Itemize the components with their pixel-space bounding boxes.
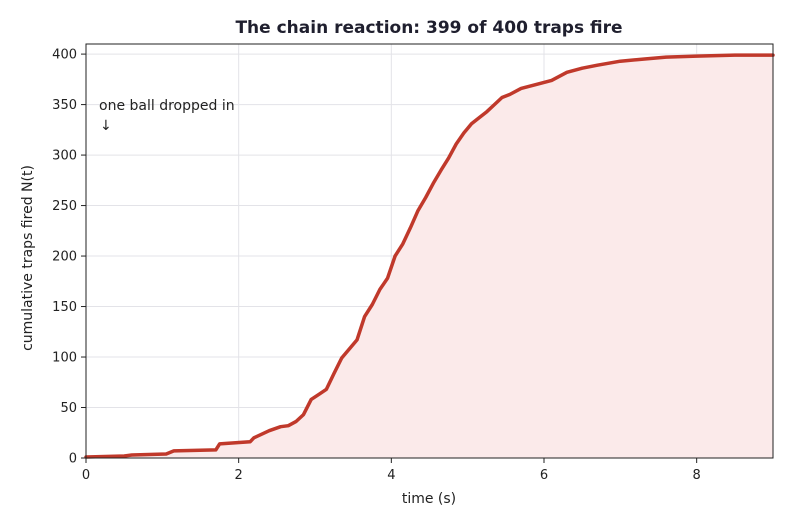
y-tick-label: 100 <box>52 351 77 366</box>
series-line <box>84 53 775 459</box>
x-tick-label: 4 <box>387 468 395 483</box>
y-tick-label: 350 <box>52 98 77 113</box>
annotation-text: one ball dropped in <box>99 98 235 114</box>
annotation-arrow: ↓ <box>100 118 112 134</box>
x-axis-label: time (s) <box>402 491 456 507</box>
x-tick-label: 0 <box>82 468 90 483</box>
y-axis-ticks: 0 50 100 150 200 250 300 350 400 <box>52 48 86 467</box>
x-tick-label: 6 <box>540 468 548 483</box>
plot-frame <box>85 43 774 459</box>
y-tick-label: 250 <box>52 199 77 214</box>
area-fill <box>86 55 773 458</box>
y-tick-label: 200 <box>52 250 77 265</box>
x-tick-label: 2 <box>235 468 243 483</box>
y-tick-label: 0 <box>69 452 77 467</box>
y-tick-label: 150 <box>52 300 77 315</box>
x-axis-ticks: 0 2 4 6 8 <box>82 458 701 483</box>
y-axis-label: cumulative traps fired N(t) <box>20 165 36 351</box>
y-tick-label: 400 <box>52 48 77 63</box>
x-tick-label: 8 <box>693 468 701 483</box>
y-tick-label: 50 <box>60 401 77 416</box>
y-tick-label: 300 <box>52 149 77 164</box>
chart-title: The chain reaction: 399 of 400 traps fir… <box>235 18 622 38</box>
